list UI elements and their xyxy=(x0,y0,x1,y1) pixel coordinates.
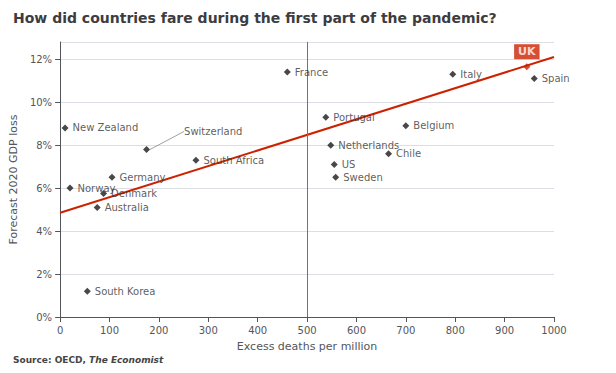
svg-text:The Economist: The Economist xyxy=(89,355,164,365)
svg-text:Norway: Norway xyxy=(78,183,116,194)
svg-text:Spain: Spain xyxy=(542,73,570,84)
svg-text:Denmark: Denmark xyxy=(111,188,157,199)
svg-text:South Africa: South Africa xyxy=(203,155,264,166)
svg-text:New Zealand: New Zealand xyxy=(73,122,139,133)
svg-text:600: 600 xyxy=(347,325,366,336)
svg-text:Excess deaths per million: Excess deaths per million xyxy=(237,340,377,353)
svg-text:Australia: Australia xyxy=(105,202,149,213)
svg-text:4%: 4% xyxy=(36,226,52,237)
svg-text:1000: 1000 xyxy=(541,325,566,336)
svg-text:Germany: Germany xyxy=(119,172,165,183)
svg-text:0: 0 xyxy=(57,325,63,336)
svg-text:South Korea: South Korea xyxy=(95,286,156,297)
svg-text:800: 800 xyxy=(446,325,465,336)
svg-text:2%: 2% xyxy=(36,269,52,280)
svg-text:700: 700 xyxy=(396,325,415,336)
svg-text:300: 300 xyxy=(199,325,218,336)
svg-text:500: 500 xyxy=(298,325,317,336)
svg-text:12%: 12% xyxy=(30,54,52,65)
svg-text:0%: 0% xyxy=(36,312,52,323)
svg-text:France: France xyxy=(295,67,328,78)
svg-text:Forecast 2020 GDP loss: Forecast 2020 GDP loss xyxy=(7,114,20,244)
svg-text:US: US xyxy=(342,159,356,170)
svg-text:900: 900 xyxy=(495,325,514,336)
svg-text:Netherlands: Netherlands xyxy=(338,140,399,151)
svg-text:100: 100 xyxy=(100,325,119,336)
svg-text:6%: 6% xyxy=(36,183,52,194)
svg-text:Switzerland: Switzerland xyxy=(184,126,242,137)
svg-text:Italy: Italy xyxy=(460,69,482,80)
svg-text:Chile: Chile xyxy=(396,148,421,159)
svg-text:UK: UK xyxy=(518,45,536,58)
svg-text:10%: 10% xyxy=(30,97,52,108)
svg-text:Belgium: Belgium xyxy=(413,120,454,131)
svg-text:400: 400 xyxy=(248,325,267,336)
svg-text:Source: OECD,: Source: OECD, xyxy=(13,355,89,365)
svg-text:Portugal: Portugal xyxy=(333,112,374,123)
svg-text:Sweden: Sweden xyxy=(343,172,383,183)
svg-text:200: 200 xyxy=(149,325,168,336)
svg-text:8%: 8% xyxy=(36,140,52,151)
svg-text:How did countries fare during: How did countries fare during the first … xyxy=(13,10,497,26)
